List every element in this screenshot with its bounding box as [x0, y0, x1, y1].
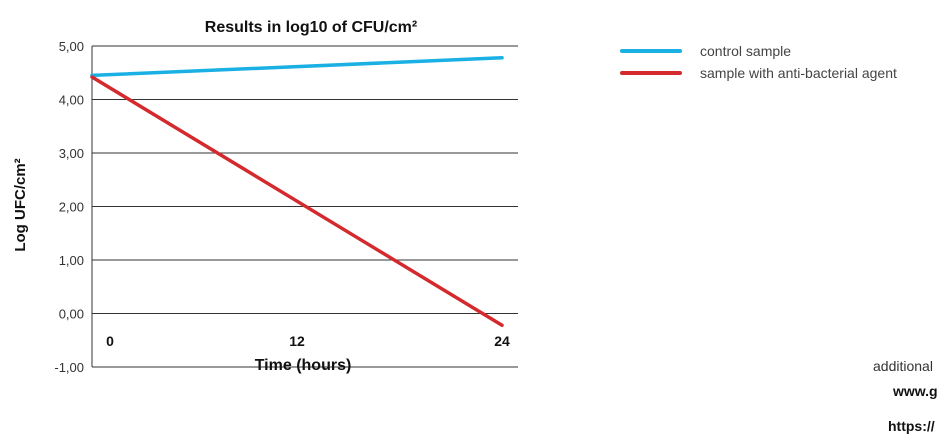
- side-note-line1: additional: [873, 358, 933, 374]
- y-tick-label: 5,00: [59, 39, 84, 54]
- legend-swatch-control: [620, 49, 682, 53]
- y-tick-label: -1,00: [54, 360, 84, 375]
- x-tick-label: 0: [106, 333, 114, 349]
- y-tick-label: 1,00: [59, 253, 84, 268]
- y-tick-label: 3,00: [59, 146, 84, 161]
- legend-item-control: control sample: [620, 40, 897, 62]
- grid: [91, 45, 518, 368]
- y-tick-label: 0,00: [59, 307, 84, 322]
- side-note-line3: https://: [888, 418, 935, 434]
- x-axis-label: Time (hours): [255, 357, 352, 374]
- legend-item-agent: sample with anti-bacterial agent: [620, 62, 897, 84]
- y-axis-label: Log UFC/cm²: [12, 158, 29, 251]
- legend-swatch-agent: [620, 71, 682, 75]
- chart: Results in log10 of CFU/cm² 5,00 4,00 3,00…: [12, 19, 518, 375]
- side-note-line2: www.g: [893, 383, 938, 399]
- x-tick-label: 12: [289, 333, 305, 349]
- x-tick-label: 24: [494, 333, 510, 349]
- control-sample-line: [90, 56, 504, 78]
- x-axis-ticks: 0 12 24: [106, 333, 510, 349]
- y-tick-label: 4,00: [59, 93, 84, 108]
- series-lines: [90, 56, 504, 328]
- y-tick-label: 2,00: [59, 200, 84, 215]
- legend-label-control: control sample: [700, 43, 792, 59]
- chart-title: Results in log10 of CFU/cm²: [205, 19, 417, 36]
- legend-label-agent: sample with anti-bacterial agent: [700, 65, 897, 81]
- y-axis-ticks: 5,00 4,00 3,00 2,00 1,00 0,00 -1,00: [54, 39, 84, 375]
- anti-bacterial-line: [90, 75, 504, 328]
- legend: control sample sample with anti-bacteria…: [620, 40, 897, 84]
